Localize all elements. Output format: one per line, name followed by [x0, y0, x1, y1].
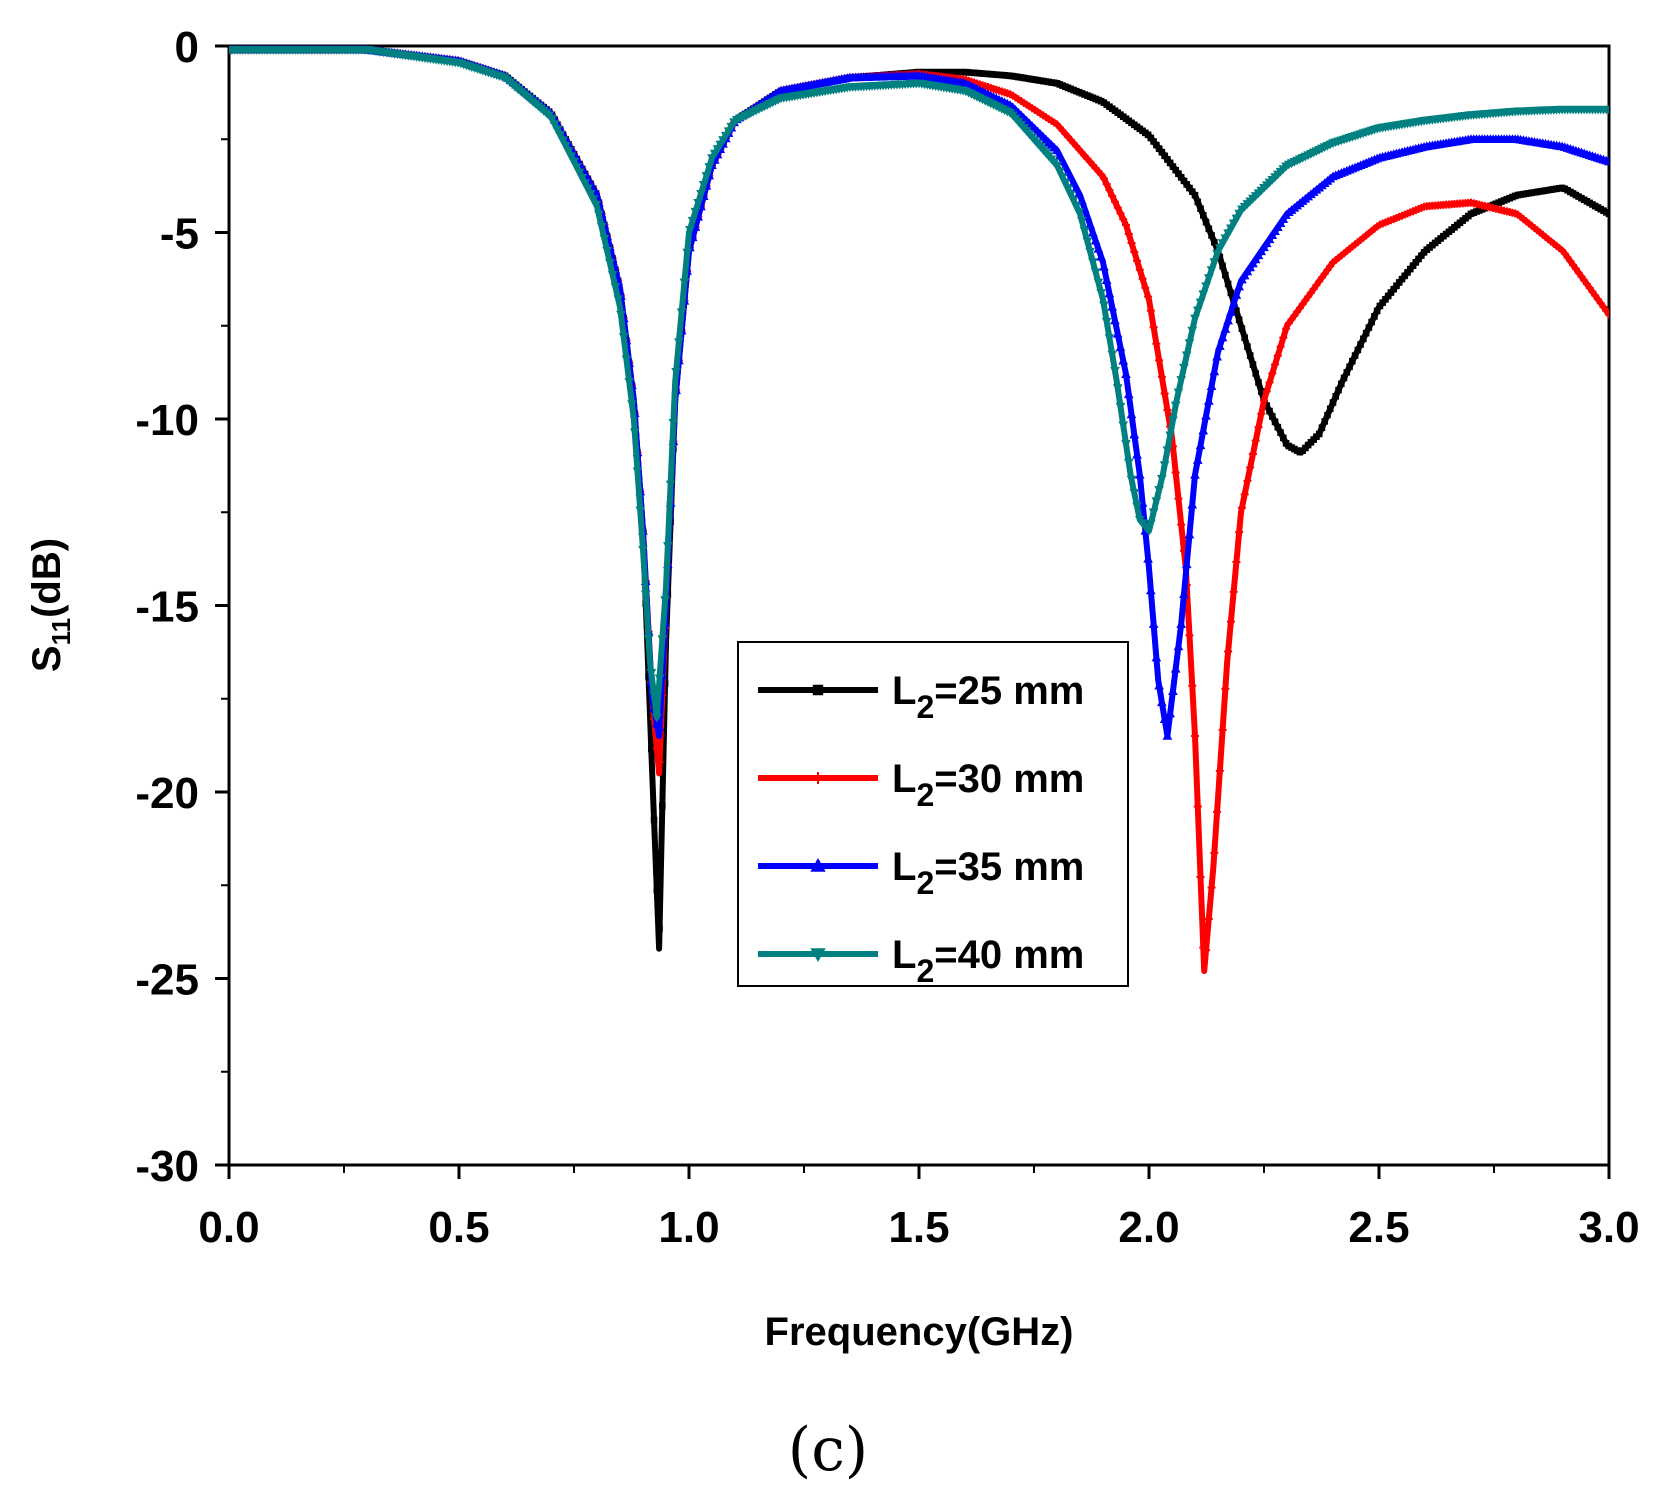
legend-box [737, 641, 1129, 987]
legend-label-sub: 2 [916, 865, 934, 901]
y-tick-label: -20 [135, 769, 199, 818]
legend-label-rest: =40 mm [934, 933, 1084, 977]
legend-label-sub: 2 [916, 777, 934, 813]
legend-marker [810, 948, 826, 963]
legend-label-base: L [892, 669, 916, 713]
legend-item: L2=30 mm [758, 757, 1084, 813]
x-axis-title: Frequency(GHz) [765, 1310, 1074, 1354]
legend-label: L2=30 mm [892, 757, 1084, 813]
figure-caption: (c) [788, 1415, 868, 1485]
legend-label-base: L [892, 757, 916, 801]
legend-label-rest: =35 mm [934, 845, 1084, 889]
legend-label-sub: 2 [916, 953, 934, 989]
y-axis-title-base: S [25, 645, 69, 672]
x-axis: 0.0 0.5 1.0 1.5 2.0 2.5 3.0 [198, 1165, 1640, 1252]
legend-marker [812, 772, 824, 784]
y-axis: 0 -5 -10 -15 -20 -25 -30 [135, 23, 229, 1191]
y-axis-title-rest: (dB) [25, 538, 69, 618]
legend-label: L2=25 mm [892, 669, 1084, 725]
legend-label-rest: =30 mm [934, 757, 1084, 801]
x-tick-label: 0.0 [198, 1203, 259, 1252]
legend-item: L2=35 mm [758, 845, 1084, 901]
legend-marker [812, 684, 824, 696]
x-tick-label: 3.0 [1578, 1203, 1639, 1252]
series-4 [229, 46, 1609, 723]
x-tick-label: 1.5 [888, 1203, 949, 1252]
x-tick-label: 1.0 [658, 1203, 719, 1252]
x-tick-label: 2.0 [1118, 1203, 1179, 1252]
legend-label-base: L [892, 845, 916, 889]
legend-item: L2=40 mm [758, 933, 1084, 989]
series-markers [229, 44, 1609, 740]
y-tick-label: -10 [135, 396, 199, 445]
legend-label-base: L [892, 933, 916, 977]
series-3 [229, 44, 1609, 740]
y-tick-label: -30 [135, 1142, 199, 1191]
legend-label: L2=35 mm [892, 845, 1084, 901]
legend-marker [810, 857, 826, 872]
y-axis-title-sub: 11 [46, 618, 76, 646]
y-tick-label: -5 [160, 210, 199, 259]
x-tick-label: 2.5 [1348, 1203, 1409, 1252]
y-tick-label: -25 [135, 956, 199, 1005]
y-axis-title: S11(dB) [25, 538, 76, 672]
y-tick-label: -15 [135, 583, 199, 632]
x-tick-label: 0.5 [428, 1203, 489, 1252]
legend-item: L2=25 mm [758, 669, 1084, 725]
legend-label: L2=40 mm [892, 933, 1084, 989]
y-tick-label: 0 [175, 23, 199, 72]
series-markers [229, 46, 1609, 723]
legend-label-rest: =25 mm [934, 669, 1084, 713]
legend-label-sub: 2 [916, 689, 934, 725]
series-layer [229, 44, 1609, 974]
